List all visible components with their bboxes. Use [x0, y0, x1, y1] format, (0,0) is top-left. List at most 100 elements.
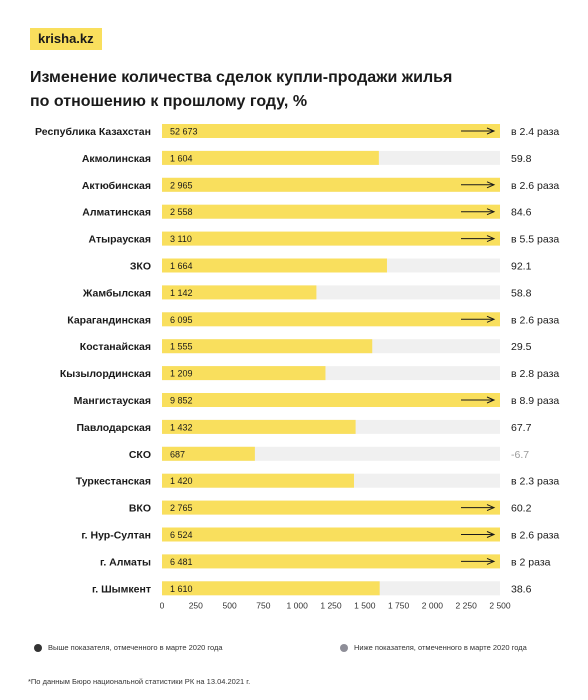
bar-value-label: 687	[170, 449, 185, 459]
bar-row: Акмолинская 1 604 59.8	[82, 150, 532, 165]
bar-value-label: 9 852	[170, 396, 193, 406]
x-tick-label: 2 500	[489, 600, 511, 610]
bar-value-label: 1 664	[170, 261, 193, 271]
category-label: г. Алматы	[100, 556, 151, 568]
category-label: г. Шымкент	[92, 583, 151, 595]
bar-row: Карагандинская 6 095 в 2.6 раза	[67, 312, 559, 327]
overflow-arrow-icon	[486, 531, 496, 538]
change-label: в 2.6 раза	[511, 180, 559, 192]
bar-value-label: 6 095	[170, 315, 193, 325]
bar-value-label: 52 673	[170, 127, 198, 137]
overflow-arrow-icon	[486, 208, 496, 216]
bar-row: Туркестанская 1 420 в 2.3 раза	[76, 473, 559, 488]
legend-below-label: Ниже показателя, отмеченного в марте 202…	[354, 643, 527, 652]
bar-row: Кызылординская 1 209 в 2.8 раза	[60, 366, 559, 381]
bar	[162, 312, 500, 327]
change-label: в 2.6 раза	[511, 530, 559, 542]
bar	[162, 473, 354, 488]
x-tick-label: 1 500	[354, 600, 376, 610]
bar-row: Павлодарская 1 432 67.7	[77, 419, 532, 434]
bar	[162, 446, 255, 461]
category-label: Акмолинская	[82, 153, 151, 165]
change-label: 92.1	[511, 261, 532, 273]
bar	[162, 554, 500, 569]
bar-row: Алматинская 2 558 84.6	[82, 204, 532, 219]
bar-value-label: 3 110	[170, 234, 192, 244]
category-label: Кызылординская	[60, 368, 151, 380]
category-label: Павлодарская	[77, 422, 152, 434]
change-label: 29.5	[511, 341, 532, 353]
change-label: в 2.4 раза	[511, 126, 559, 138]
x-axis-ticks: 0 250 500 750 1 000 1 250 1 500 1 750 2 000 2 250…	[160, 600, 511, 610]
legend-above-dot	[34, 643, 42, 652]
overflow-arrow-icon	[486, 396, 496, 404]
category-label: ЗКО	[130, 261, 151, 273]
bar-value-label: 1 209	[170, 369, 193, 379]
x-tick-label: 0	[160, 600, 165, 610]
category-label: Костанайская	[80, 341, 151, 353]
overflow-arrow-icon	[486, 127, 496, 135]
bar-row: ЗКО 1 664 92.1	[130, 258, 532, 273]
bar-row: Республика Казахстан 52 673 в 2.4 раза	[35, 124, 559, 138]
bar-value-label: 1 604	[170, 153, 193, 163]
change-label: 58.8	[511, 287, 532, 299]
x-tick-label: 1 250	[320, 600, 342, 610]
bar-row: г. Шымкент 1 610 38.6	[92, 581, 532, 596]
chart-rows: Республика Казахстан 52 673 в 2.4 раза Акмо…	[35, 124, 559, 596]
bar	[162, 231, 500, 246]
category-label: Жамбылская	[82, 287, 151, 299]
category-label: г. Нур-Султан	[81, 530, 151, 542]
bar	[162, 204, 500, 219]
change-label: в 5.5 раза	[511, 234, 559, 246]
bar-value-label: 1 555	[170, 342, 193, 352]
bar	[162, 366, 326, 381]
bar-row: СКО 687 -6.7	[129, 446, 529, 461]
change-label: в 8.9 раза	[511, 395, 559, 407]
x-tick-label: 1 750	[388, 600, 410, 610]
change-label: 60.2	[511, 503, 532, 515]
bar	[162, 500, 500, 515]
category-label: Атырауская	[89, 234, 151, 246]
category-label: Карагандинская	[67, 314, 151, 326]
overflow-arrow-icon	[486, 235, 496, 243]
brand-logo[interactable]: krisha.kz	[30, 28, 102, 50]
change-label: в 2 раза	[511, 556, 551, 568]
bar-value-label: 2 765	[170, 503, 193, 513]
chart-title-line-2: по отношению к прошлому году, %	[30, 93, 308, 110]
change-label: в 2.6 раза	[511, 314, 559, 326]
bar	[162, 419, 356, 434]
bar-value-label: 6 524	[170, 530, 193, 540]
category-label: Алматинская	[82, 207, 151, 219]
overflow-arrow-icon	[486, 557, 496, 565]
bar-value-label: 1 432	[170, 422, 193, 432]
bar-value-label: 6 481	[170, 557, 193, 567]
x-tick-label: 2 250	[456, 600, 478, 610]
legend-above: Выше показателя, отмеченного в марте 202…	[34, 643, 223, 652]
bar-row: ВКО 2 765 60.2	[129, 500, 532, 515]
bar	[162, 393, 500, 407]
x-tick-label: 1 000	[287, 600, 309, 610]
x-tick-label: 500	[223, 600, 237, 610]
bar-row: г. Нур-Султан 6 524 в 2.6 раза	[81, 527, 559, 542]
legend-below-dot	[340, 643, 348, 652]
bar-value-label: 1 420	[170, 476, 193, 486]
change-label: 84.6	[511, 207, 532, 219]
overflow-arrow-icon	[486, 181, 496, 189]
x-tick-label: 250	[189, 600, 203, 610]
bar-row: Атырауская 3 110 в 5.5 раза	[89, 231, 559, 246]
bar-value-label: 1 142	[170, 288, 193, 298]
bar-row: Костанайская 1 555 29.5	[80, 339, 532, 354]
bar	[162, 581, 380, 596]
bar-row: Жамбылская 1 142 58.8	[82, 285, 532, 300]
category-label: Мангистауская	[74, 395, 151, 407]
category-label: ВКО	[129, 503, 151, 515]
category-label: СКО	[129, 449, 151, 461]
change-label: 67.7	[511, 422, 532, 434]
chart-title-line-1: Изменение количества сделок купли-продаж…	[30, 69, 453, 86]
category-label: Актюбинская	[82, 180, 151, 192]
bar	[162, 285, 317, 300]
bar	[162, 527, 500, 542]
bar	[162, 339, 373, 354]
legend-above-label: Выше показателя, отмеченного в марте 202…	[48, 643, 223, 652]
